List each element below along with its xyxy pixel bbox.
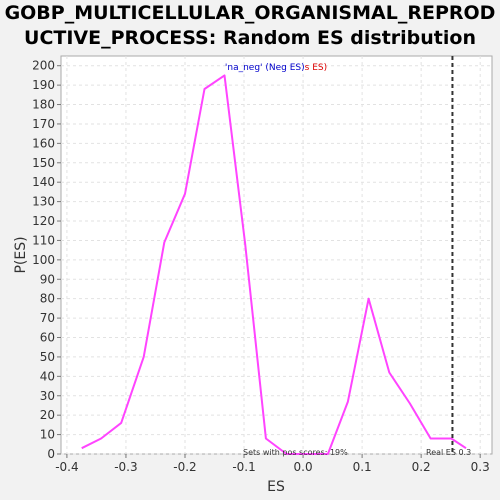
x-tick-label: 0.3: [471, 460, 490, 474]
chart-title: GOBP_MULTICELLULAR_ORGANISMAL_REPROD UCT…: [0, 1, 500, 51]
y-tick-label: 10: [40, 428, 55, 442]
y-tick-label: 170: [32, 117, 55, 131]
grid-lines: [61, 56, 492, 455]
y-tick-label: 200: [32, 59, 55, 73]
y-tick-label: 60: [40, 331, 55, 345]
y-tick-label: 40: [40, 369, 55, 383]
y-tick-label: 70: [40, 311, 55, 325]
x-axis-label: ES: [267, 479, 285, 495]
y-tick-label: 160: [32, 136, 55, 150]
y-tick-label: 150: [32, 156, 55, 170]
x-tick-label: -0.3: [114, 460, 137, 474]
y-tick-label: 80: [40, 292, 55, 306]
chart-title-line-1: GOBP_MULTICELLULAR_ORGANISMAL_REPROD: [4, 2, 496, 24]
x-tick-label: -0.2: [173, 460, 196, 474]
y-tick-label: 140: [32, 175, 55, 189]
y-tick-label: 190: [32, 78, 55, 92]
y-axis-ticks: 0 10 20 30 40 50 60 70 80 90 100 110 120 130 140 150 160…: [32, 59, 61, 461]
x-tick-label: -0.4: [55, 460, 78, 474]
y-tick-label: 110: [32, 233, 55, 247]
y-tick-label: 20: [40, 408, 55, 422]
x-tick-label: -0.1: [232, 460, 255, 474]
x-tick-label: 0.2: [412, 460, 431, 474]
chart-title-line-2: UCTIVE_PROCESS: Random ES distribution: [24, 27, 476, 49]
y-tick-label: 130: [32, 195, 55, 209]
real-es-annotation: Real ES 0.3: [426, 448, 471, 457]
x-tick-label: 0.0: [294, 460, 313, 474]
series-group: [81, 74, 467, 455]
legend-pos-es: s ES): [305, 63, 327, 73]
y-tick-label: 180: [32, 98, 55, 112]
y-tick-label: 90: [40, 272, 55, 286]
y-axis-label: P(ES): [13, 236, 29, 273]
y-tick-label: 120: [32, 214, 55, 228]
series-line: [81, 74, 467, 455]
pos-scores-annotation: Sets with pos scores: 19%: [243, 448, 348, 457]
legend: 'na_neg' (Neg ES)s ES): [225, 63, 327, 73]
x-tick-label: 0.1: [353, 460, 372, 474]
y-tick-label: 50: [40, 350, 55, 364]
y-tick-label: 0: [47, 447, 55, 461]
x-axis-ticks: -0.4 -0.3 -0.2 -0.1 0.0 0.1 0.2 0.3: [55, 454, 490, 474]
y-tick-label: 30: [40, 389, 55, 403]
y-tick-label: 100: [32, 253, 55, 267]
legend-neg-es: 'na_neg' (Neg ES): [225, 63, 305, 73]
